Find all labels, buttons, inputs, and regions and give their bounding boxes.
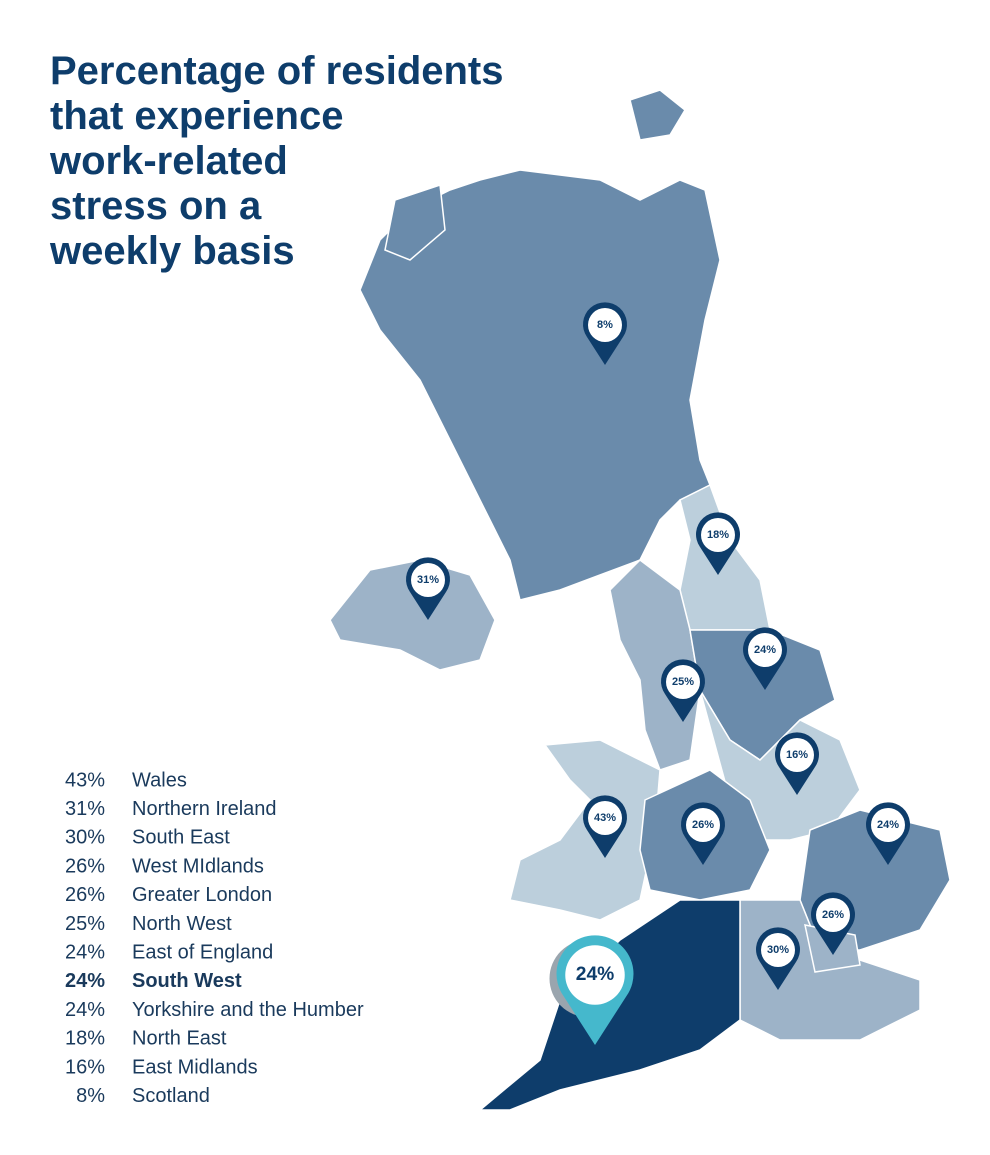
map-pin: 16% [775, 732, 819, 795]
pin-face [780, 738, 814, 772]
legend-name: South West [132, 970, 242, 992]
legend-value: 31% [65, 798, 105, 820]
legend-value: 24% [65, 970, 105, 992]
legend-value: 25% [65, 913, 105, 935]
map-pin: 8% [583, 302, 627, 365]
map-pin: 30% [756, 927, 800, 990]
map-pin: 43% [583, 795, 627, 858]
region-scotland [359, 169, 721, 601]
pin-face [666, 665, 700, 699]
pin-face [588, 801, 622, 835]
pin-face [686, 808, 720, 842]
map-pin: 18% [696, 512, 740, 575]
pin-label: 30% [767, 944, 789, 956]
legend-value: 8% [76, 1085, 105, 1107]
legend-value: 30% [65, 827, 105, 849]
pin-face [816, 898, 850, 932]
pin-label: 26% [822, 909, 844, 921]
legend-value: 26% [65, 884, 105, 906]
legend-value: 24% [65, 999, 105, 1021]
region-north-west [609, 559, 701, 771]
pin-label: 31% [417, 574, 439, 586]
pin-label: 25% [672, 676, 694, 688]
map-pin: 26% [811, 892, 855, 955]
pin-label: 24% [576, 964, 615, 985]
map-pin: 31% [406, 557, 450, 620]
title-line: that experience [50, 94, 343, 138]
map-pin: 24% [549, 935, 634, 1045]
legend-name: North East [132, 1028, 227, 1050]
pin-face [411, 563, 445, 597]
legend-name: East Midlands [132, 1056, 258, 1078]
legend-name: Greater London [132, 884, 272, 906]
region-scotland-isles [629, 89, 686, 141]
map-pin: 25% [661, 659, 705, 722]
legend-name: East of England [132, 941, 273, 963]
legend-name: West MIdlands [132, 855, 264, 877]
legend-name: North West [132, 913, 232, 935]
pin-face [701, 518, 735, 552]
legend-name: Northern Ireland [132, 798, 277, 820]
pin-face [565, 945, 625, 1005]
legend-value: 16% [65, 1056, 105, 1078]
pin-label: 43% [594, 812, 616, 824]
title-line: stress on a [50, 184, 262, 228]
legend-value: 24% [65, 941, 105, 963]
legend-name: South East [132, 827, 230, 849]
pin-face [871, 808, 905, 842]
pin-label: 8% [597, 319, 613, 331]
region-northern-ireland [329, 559, 496, 671]
pin-face [761, 933, 795, 967]
pin-label: 24% [877, 819, 899, 831]
map-pin: 26% [681, 802, 725, 865]
pin-face [748, 633, 782, 667]
map-pin: 24% [866, 802, 910, 865]
pin-label: 26% [692, 819, 714, 831]
pin-label: 18% [707, 529, 729, 541]
legend-value: 18% [65, 1028, 105, 1050]
legend-name: Yorkshire and the Humber [132, 999, 364, 1021]
title-line: weekly basis [49, 229, 295, 273]
legend-name: Wales [132, 769, 187, 791]
pin-label: 16% [786, 749, 808, 761]
legend-name: Scotland [132, 1085, 210, 1107]
legend-value: 43% [65, 769, 105, 791]
map-pin: 24% [743, 627, 787, 690]
pin-label: 24% [754, 644, 776, 656]
title-line: work-related [49, 139, 288, 183]
region-scotland-isles [384, 183, 446, 261]
legend-value: 26% [65, 855, 105, 877]
region-wales [509, 739, 661, 921]
pin-face [588, 308, 622, 342]
title-line: Percentage of residents [50, 49, 504, 93]
